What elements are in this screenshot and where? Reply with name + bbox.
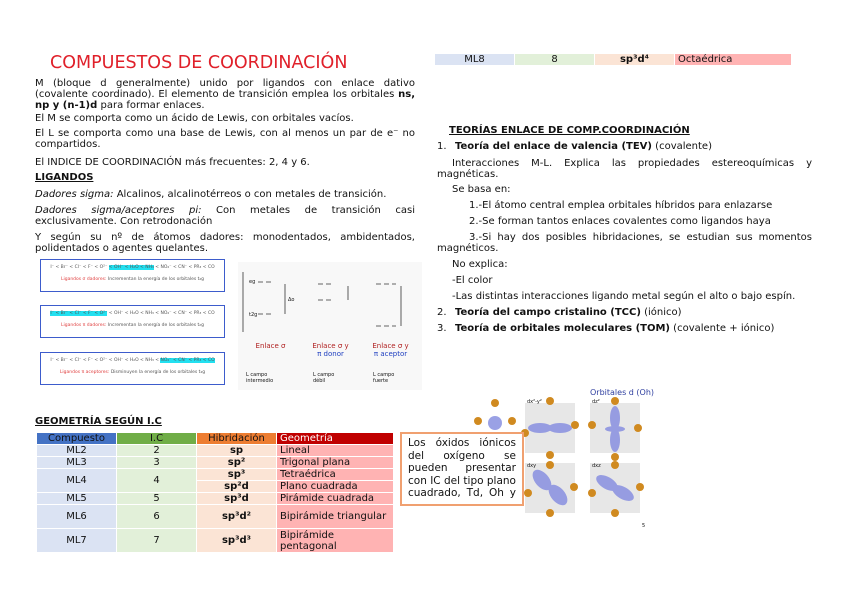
orbital-label: dz² bbox=[592, 399, 600, 405]
series-box-pi-donor: I⁻ < Br⁻ < Cl⁻ < F⁻ < O²⁻ < OH⁻ < H₂O < … bbox=[40, 305, 225, 338]
ligand-lewis-base: El L se comporta como una base de Lewis,… bbox=[35, 128, 415, 150]
se-basa-en: Se basa en: bbox=[452, 184, 511, 195]
donor-atoms: Y según su nº de átomos dadores: monoden… bbox=[35, 232, 415, 254]
orbital-label: dxz bbox=[592, 463, 601, 469]
orbital-label: dx²-y² bbox=[527, 399, 542, 405]
tev-point-1: 1.-El átomo central emplea orbitales híb… bbox=[469, 200, 773, 211]
coordination-index: El INDICE DE COORDINACIÓN más frecuentes… bbox=[35, 157, 310, 168]
delta-label: Δo bbox=[288, 297, 295, 303]
sigma-pi: Dadores sigma/aceptores pi: Con metales … bbox=[35, 205, 415, 227]
no-explica-color: -El color bbox=[452, 275, 493, 286]
geometry-table-continued: ML8 8 sp³d⁴ Octaédrica bbox=[434, 53, 792, 66]
table-row: ML4 4 sp³ Tetraédrica bbox=[36, 468, 394, 493]
geometry-heading: GEOMETRÍA SEGÚN I.C bbox=[35, 416, 162, 427]
orbitals-figure: Orbitales d (Oh) dx²-y² dz² dxy dxz 5 bbox=[470, 383, 660, 533]
header-hibridacion: Hibridación bbox=[196, 432, 277, 445]
oxides-note-box: Los óxidos iónicos del oxígeno se pueden… bbox=[400, 432, 524, 506]
no-explica-spin: -Las distintas interacciones ligando met… bbox=[452, 291, 796, 302]
orbital-label: dxy bbox=[527, 463, 537, 469]
slide-page-number: 5 bbox=[642, 523, 646, 529]
intro-paragraph: M (bloque d generalmente) unido por liga… bbox=[35, 78, 415, 111]
metal-lewis-acid: El M se comporta como un ácido de Lewis,… bbox=[35, 113, 354, 124]
theory-3: 3. Teoría de orbitales moleculares (TOM) … bbox=[437, 323, 775, 334]
orbitals-text: ns, np y (n-1)d bbox=[35, 89, 415, 111]
sigma-text: Alcalinos, alcalinotérreos o con metales… bbox=[113, 189, 387, 200]
geometry-table: Compuesto I.C Hibridación Geometría ML2 2… bbox=[36, 432, 394, 553]
table-row: ML6 6 sp³d² Bipirámide triangular bbox=[36, 504, 394, 529]
table-row: ML2 2 sp Lineal bbox=[36, 444, 394, 457]
no-explica: No explica: bbox=[452, 259, 508, 270]
field-strong: L campo fuerte bbox=[373, 372, 395, 384]
d-orbitals-illustration bbox=[474, 397, 644, 517]
orbitals-title: Orbitales d (Oh) bbox=[590, 388, 655, 397]
series-box-sigma: I⁻ < Br⁻ < Cl⁻ < F⁻ < O²⁻ < OH⁻ < H₂O < … bbox=[40, 259, 225, 292]
splitting-lines bbox=[242, 272, 402, 332]
table-row: ML3 3 sp² Trigonal plana bbox=[36, 456, 394, 469]
header-geometria: Geometría bbox=[276, 432, 394, 445]
tev-point-2: 2.-Se forman tantos enlaces covalentes c… bbox=[469, 216, 771, 227]
t2g-label: t2g bbox=[249, 312, 258, 318]
header-compuesto: Compuesto bbox=[36, 432, 117, 445]
eg-label: eg bbox=[249, 279, 256, 285]
field-intermediate: L campo intermedio bbox=[246, 372, 274, 384]
table-row: ML5 5 sp³d Pirámide cuadrada bbox=[36, 492, 394, 505]
ligandos-heading: LIGANDOS bbox=[35, 172, 94, 183]
table-row: ML8 8 sp³d⁴ Octaédrica bbox=[434, 53, 792, 66]
col-sigma: Enlace σ bbox=[255, 342, 286, 350]
sigma-pi-text: Con metales de transición casi exclusiva… bbox=[35, 205, 415, 227]
theory-1: 1. Teoría del enlace de valencia (TEV) (c… bbox=[437, 141, 712, 152]
table-row: ML7 7 sp³d³ Bipirámide pentagonal bbox=[36, 528, 394, 553]
sigma-label: Dadores sigma: bbox=[35, 189, 114, 200]
theory-2: 2. Teoría del campo cristalino (TCC) (ión… bbox=[437, 307, 682, 318]
sigma-donors: Dadores sigma: Alcalinos, alcalinotérreo… bbox=[35, 189, 415, 200]
tev-point-3: 3.-Si hay dos posibles hibridaciones, se… bbox=[437, 232, 812, 254]
sigma-pi-label: Dadores sigma/aceptores pi: bbox=[35, 205, 202, 216]
intro-end: para formar enlaces. bbox=[97, 100, 205, 111]
tev-description: Interacciones M-L. Explica las propiedad… bbox=[437, 158, 812, 180]
header-ic: I.C bbox=[116, 432, 197, 445]
field-weak: L campo débil bbox=[313, 372, 335, 384]
intro-text: M (bloque d generalmente) unido por liga… bbox=[35, 78, 415, 100]
page-title: COMPUESTOS DE COORDINACIÓN bbox=[50, 53, 348, 73]
table-header: Compuesto I.C Hibridación Geometría bbox=[36, 432, 394, 445]
series-box-pi-acceptor: I⁻ < Br⁻ < Cl⁻ < F⁻ < O²⁻ < OH⁻ < H₂O < … bbox=[40, 352, 225, 385]
theories-heading: TEORÍAS ENLACE DE COMP.COORDINACIÓN bbox=[449, 125, 690, 136]
